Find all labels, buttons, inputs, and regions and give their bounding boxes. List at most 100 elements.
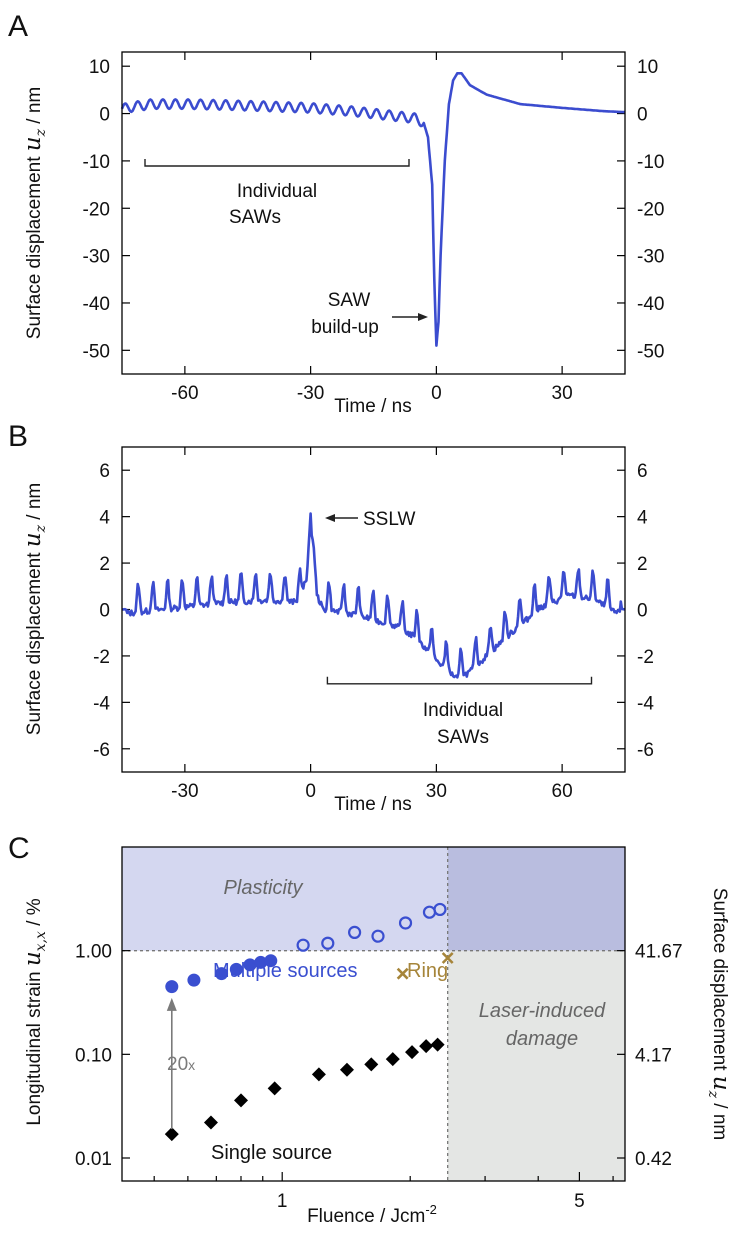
panel-c-regions <box>122 847 625 1181</box>
panel-c-ylabel: Longitudinal strain ux,x / % <box>20 898 49 1125</box>
panel-b-ytick-label-right: 2 <box>637 554 648 575</box>
panel-c-point-multiple-plastic <box>398 916 413 930</box>
panel-c-point-single <box>364 1057 379 1072</box>
panel-a-frame <box>121 51 626 375</box>
panel-c-point-single <box>385 1052 400 1067</box>
panel-c-point-single <box>311 1067 326 1082</box>
panel-b-ytick-label: -4 <box>93 693 110 714</box>
panel-a-line <box>120 72 626 347</box>
panel-c-20x-arrow-head <box>166 997 177 1011</box>
panel-b-saws-label-line2: SAWs <box>437 727 489 748</box>
panel-c-point-multiple-plastic <box>347 925 362 940</box>
panel-c-ytick-label: 1.00 <box>75 942 112 963</box>
panel-a-ytick-label: -20 <box>83 199 110 220</box>
panel-b-xtick-label: 60 <box>552 781 573 802</box>
panel-c-point-multiple-plastic <box>371 929 385 943</box>
panel-c-multiple-sources-label: Multiple sources <box>213 960 358 982</box>
panel-b-xlabel: Time / ns <box>334 794 411 815</box>
panel-b-ylabel: Surface displacement uz / nm <box>20 483 49 735</box>
panel-a-ytick-label-right: 10 <box>637 57 658 78</box>
panel-a-ticks: -60 -30 0 30 10 10 0 0 -10 -10 -20 -20 -30 -30 -40 -40 -… <box>83 52 664 404</box>
panel-a-series <box>120 72 626 347</box>
panel-a-saws-label-line2: SAWs <box>229 207 281 228</box>
panel-b: B -30 0 30 60 6 6 4 4 2 2 0 0 -2 -2 -4 -4 -6 -6 Surface d… <box>8 420 654 815</box>
panel-a-letter: A <box>8 10 28 43</box>
panel-b-line <box>121 512 626 679</box>
panel-a-saws-bracket <box>144 159 410 167</box>
panel-a-xtick-label: -30 <box>297 383 324 404</box>
panel-c-letter: C <box>8 832 30 865</box>
panel-c-plasticity-label: Plasticity <box>224 877 304 899</box>
panel-c: C 1.00 41.67 0.10 4.17 0.01 0.42 1 5 Longitudin… <box>8 832 734 1227</box>
panel-b-xtick-label: 30 <box>426 781 447 802</box>
panel-c-xtick-label: 5 <box>574 1191 585 1212</box>
panel-c-point-single <box>405 1045 420 1060</box>
panel-c-point-ring <box>441 952 454 964</box>
panel-b-sslw-arrow-head <box>325 514 335 522</box>
panel-b-series <box>121 512 626 679</box>
panel-c-damage-label-line2: damage <box>506 1028 578 1050</box>
panel-a-ytick-label-right: -10 <box>637 152 664 173</box>
panel-a-ytick-label: 10 <box>89 57 110 78</box>
panel-c-point-single <box>430 1037 445 1052</box>
panel-c-xlabel: Fluence / Jcm-2 <box>307 1202 437 1227</box>
panel-c-xtick-label: 1 <box>277 1191 288 1212</box>
panel-b-ytick-label-right: -4 <box>637 693 654 714</box>
panel-a-ytick-label: 0 <box>99 105 110 126</box>
panel-c-point-multiple <box>264 954 278 968</box>
panel-a-xlabel: Time / ns <box>334 396 411 417</box>
panel-b-ytick-label: 4 <box>99 508 110 529</box>
panel-a-buildup-label-line1: SAW <box>328 290 371 311</box>
panel-a-saws-label-line1: Individual <box>237 181 317 202</box>
panel-b-ytick-label: 0 <box>99 601 110 622</box>
panel-a-ytick-label: -10 <box>83 152 110 173</box>
panel-a-buildup-label-line2: build-up <box>311 317 379 338</box>
panel-c-point-single <box>339 1062 354 1077</box>
panel-b-saws-label-line1: Individual <box>423 700 503 721</box>
panel-a-xtick-label: 30 <box>552 383 573 404</box>
panel-c-point-single <box>233 1093 248 1108</box>
panel-c-ring-label: Ring <box>407 960 448 982</box>
panel-a-ytick-label: -30 <box>83 247 110 268</box>
panel-b-letter: B <box>8 420 28 453</box>
panel-a-ytick-label-right: 0 <box>637 105 648 126</box>
panel-b-sslw-label: SSLW <box>363 509 416 530</box>
panel-c-ytick-label-right: 0.42 <box>635 1149 672 1170</box>
panel-a-ytick-label-right: -30 <box>637 247 664 268</box>
panel-c-point-single <box>419 1039 434 1054</box>
panel-c-point-multiple <box>243 958 257 972</box>
panel-b-ticks: -30 0 30 60 6 6 4 4 2 2 0 0 -2 -2 -4 -4 -6 -6 <box>93 447 654 802</box>
panel-c-point-multiple-plastic <box>433 902 447 917</box>
panel-a-ytick-label-right: -20 <box>637 199 664 220</box>
panel-c-point-multiple-plastic <box>321 936 335 950</box>
panel-c-damage-region <box>447 950 625 1181</box>
panel-a-xtick-label: -60 <box>171 383 198 404</box>
panel-b-saws-bracket <box>326 676 593 685</box>
panel-b-xtick-label: -30 <box>171 781 198 802</box>
panel-a-ytick-label-right: -40 <box>637 294 664 315</box>
panel-a-ytick-label-right: -50 <box>637 341 664 362</box>
panel-c-point-multiple <box>254 955 268 969</box>
panel-c-point-single <box>203 1115 218 1130</box>
panel-b-ytick-label-right: 0 <box>637 601 648 622</box>
panel-a-ytick-label: -40 <box>83 294 110 315</box>
panel-b-ytick-label: -2 <box>93 647 110 668</box>
panel-b-ytick-label: 2 <box>99 554 110 575</box>
panel-c-20x-label: 20x <box>167 1054 195 1075</box>
panel-c-point-single <box>267 1081 282 1096</box>
panel-b-ytick-label-right: -6 <box>637 740 654 761</box>
panel-b-ytick-label: -6 <box>93 740 110 761</box>
panel-c-point-single <box>164 1127 179 1142</box>
panel-a-ytick-label: -50 <box>83 341 110 362</box>
panel-c-point-multiple <box>215 967 229 981</box>
panel-c-ytick-label-right: 4.17 <box>635 1045 672 1066</box>
panel-c-ticks: 1.00 41.67 0.10 4.17 0.01 0.42 1 5 <box>75 942 683 1212</box>
panel-b-ytick-label: 6 <box>99 461 110 482</box>
panel-b-frame <box>121 446 626 773</box>
panel-a: A -60 -30 0 30 10 10 0 0 -10 -10 -20 -20 -30 -30 -40 -4… <box>8 10 664 417</box>
panel-a-xtick-label: 0 <box>431 383 442 404</box>
panel-c-point-ring <box>396 967 409 980</box>
panel-c-ytick-label-right: 41.67 <box>635 942 683 963</box>
panel-a-ylabel: Surface displacement uz / nm <box>20 87 49 339</box>
panel-c-ytick-label: 0.01 <box>75 1149 112 1170</box>
